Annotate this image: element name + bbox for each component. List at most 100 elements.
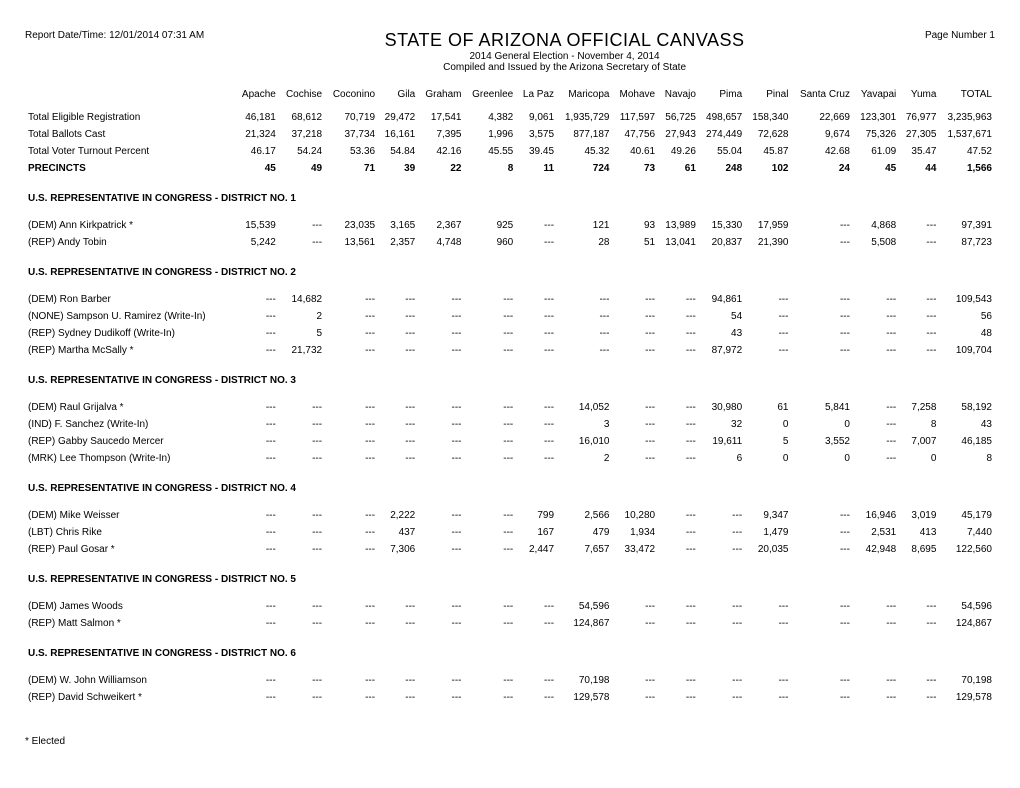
county-header: Yuma — [899, 87, 939, 102]
data-cell: --- — [418, 416, 464, 433]
table-row: (DEM) James Woods---------------------54… — [25, 591, 995, 615]
data-cell: --- — [325, 325, 378, 342]
subtitle-1: 2014 General Election - November 4, 2014 — [204, 51, 925, 62]
data-cell: 274,449 — [699, 126, 745, 143]
data-cell: --- — [465, 342, 517, 359]
data-cell: --- — [325, 433, 378, 450]
county-header: Maricopa — [557, 87, 612, 102]
data-cell: --- — [791, 284, 853, 308]
data-cell: --- — [745, 591, 791, 615]
data-cell: --- — [791, 524, 853, 541]
data-cell: 45.32 — [557, 143, 612, 160]
data-cell: 11 — [516, 160, 557, 177]
data-cell: --- — [853, 416, 899, 433]
data-cell: --- — [279, 541, 325, 558]
data-cell: --- — [899, 591, 939, 615]
data-cell: 13,041 — [658, 234, 699, 251]
data-cell: --- — [899, 308, 939, 325]
table-row: (REP) David Schweikert *----------------… — [25, 689, 995, 706]
data-cell: 3 — [557, 416, 612, 433]
data-cell: --- — [235, 342, 279, 359]
data-cell: --- — [465, 284, 517, 308]
data-cell: 2,447 — [516, 541, 557, 558]
data-cell: --- — [745, 342, 791, 359]
data-cell: --- — [378, 665, 418, 689]
data-cell: 93 — [612, 210, 658, 234]
data-cell: 3,575 — [516, 126, 557, 143]
section-title: U.S. REPRESENTATIVE IN CONGRESS - DISTRI… — [25, 558, 995, 591]
data-cell: --- — [899, 234, 939, 251]
data-cell: --- — [378, 325, 418, 342]
data-cell: 121 — [557, 210, 612, 234]
data-cell: --- — [612, 615, 658, 632]
data-cell: 7,258 — [899, 392, 939, 416]
data-cell: --- — [791, 325, 853, 342]
data-cell: --- — [516, 325, 557, 342]
data-cell: 14,052 — [557, 392, 612, 416]
data-cell: 43 — [939, 416, 995, 433]
data-cell: --- — [279, 416, 325, 433]
data-cell: 437 — [378, 524, 418, 541]
data-cell: --- — [612, 665, 658, 689]
data-cell: --- — [658, 450, 699, 467]
data-cell: --- — [516, 284, 557, 308]
data-cell: --- — [378, 689, 418, 706]
data-cell: --- — [853, 591, 899, 615]
county-header: Apache — [235, 87, 279, 102]
data-cell: 123,301 — [853, 102, 899, 126]
data-cell: 54 — [699, 308, 745, 325]
data-cell: --- — [465, 392, 517, 416]
table-row: Total Voter Turnout Percent46.1754.2453.… — [25, 143, 995, 160]
table-row: (REP) Martha McSally *---21,732---------… — [25, 342, 995, 359]
table-row: (REP) Andy Tobin5,242---13,5612,3574,748… — [25, 234, 995, 251]
row-label: (REP) Paul Gosar * — [25, 541, 235, 558]
section-header-row: U.S. REPRESENTATIVE IN CONGRESS - DISTRI… — [25, 359, 995, 392]
data-cell: 72,628 — [745, 126, 791, 143]
data-cell: 15,330 — [699, 210, 745, 234]
data-cell: 13,561 — [325, 234, 378, 251]
data-cell: 5,841 — [791, 392, 853, 416]
data-cell: 76,977 — [899, 102, 939, 126]
data-cell: --- — [279, 234, 325, 251]
data-cell: --- — [235, 450, 279, 467]
data-cell: 70,198 — [557, 665, 612, 689]
page-header: Report Date/Time: 12/01/2014 07:31 AM ST… — [25, 30, 995, 73]
data-cell: --- — [745, 284, 791, 308]
data-cell: 45.55 — [465, 143, 517, 160]
data-cell: --- — [853, 433, 899, 450]
data-cell: --- — [699, 615, 745, 632]
data-cell: 248 — [699, 160, 745, 177]
data-cell: 97,391 — [939, 210, 995, 234]
data-cell: 102 — [745, 160, 791, 177]
data-cell: 68,612 — [279, 102, 325, 126]
data-cell: 1,537,671 — [939, 126, 995, 143]
data-cell: 960 — [465, 234, 517, 251]
data-cell: 48 — [939, 325, 995, 342]
data-cell: --- — [658, 416, 699, 433]
data-cell: --- — [658, 433, 699, 450]
data-cell: --- — [279, 450, 325, 467]
data-cell: --- — [853, 665, 899, 689]
data-cell: 413 — [899, 524, 939, 541]
data-cell: 5 — [279, 325, 325, 342]
data-cell: --- — [853, 615, 899, 632]
data-cell: --- — [853, 392, 899, 416]
data-cell: 167 — [516, 524, 557, 541]
data-cell: 42,948 — [853, 541, 899, 558]
section-title: U.S. REPRESENTATIVE IN CONGRESS - DISTRI… — [25, 467, 995, 500]
data-cell: --- — [418, 524, 464, 541]
data-cell: --- — [378, 591, 418, 615]
data-cell: --- — [418, 342, 464, 359]
data-cell: 498,657 — [699, 102, 745, 126]
data-cell: 49.26 — [658, 143, 699, 160]
data-cell: --- — [557, 308, 612, 325]
data-cell: 16,010 — [557, 433, 612, 450]
county-header: Mohave — [612, 87, 658, 102]
county-header: TOTAL — [939, 87, 995, 102]
data-cell: --- — [325, 284, 378, 308]
table-row: (LBT) Chris Rike---------437------167479… — [25, 524, 995, 541]
data-cell: 2 — [557, 450, 612, 467]
data-cell: --- — [699, 524, 745, 541]
data-cell: --- — [235, 524, 279, 541]
data-cell: --- — [516, 433, 557, 450]
